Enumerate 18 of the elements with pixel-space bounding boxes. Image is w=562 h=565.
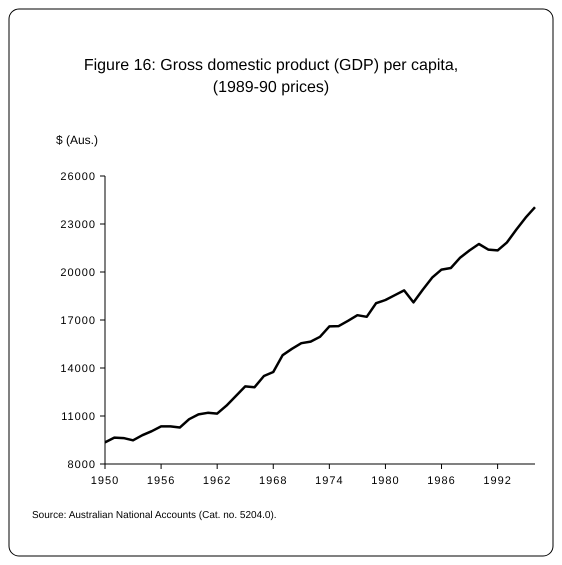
x-tick-label: 1968 bbox=[259, 475, 288, 487]
y-tick-label: 8000 bbox=[68, 458, 96, 471]
x-tick-label: 1956 bbox=[146, 475, 176, 487]
x-tick-label: 1992 bbox=[483, 475, 512, 487]
y-tick-label: 26000 bbox=[60, 170, 96, 183]
y-tick-label: 17000 bbox=[60, 314, 96, 327]
y-tick-label: 20000 bbox=[60, 266, 96, 279]
x-tick-label: 1962 bbox=[202, 475, 232, 487]
source-note: Source: Australian National Accounts (Cat. no. 5204.0). bbox=[32, 510, 277, 521]
x-tick-label: 1986 bbox=[427, 475, 456, 487]
y-axis-title: $ (Aus.) bbox=[56, 133, 98, 147]
x-tick-label: 1950 bbox=[90, 475, 120, 487]
y-tick-label: 23000 bbox=[60, 218, 96, 231]
y-tick-label: 14000 bbox=[60, 362, 96, 375]
chart-title: Figure 16: Gross domestic product (GDP) per capita, (1989-90 prices) bbox=[84, 57, 458, 96]
x-tick-label: 1980 bbox=[371, 475, 400, 487]
x-tick-label: 1974 bbox=[315, 475, 344, 487]
y-tick-label: 11000 bbox=[61, 410, 96, 423]
